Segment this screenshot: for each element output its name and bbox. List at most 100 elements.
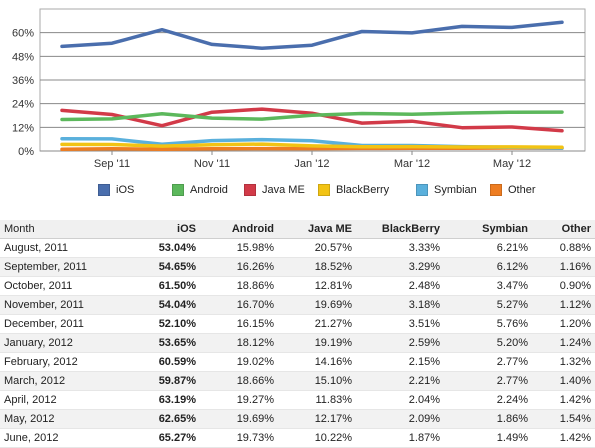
table-cell: 1.16% bbox=[532, 257, 595, 277]
table-cell: 14.16% bbox=[278, 352, 356, 372]
legend-item: BlackBerry bbox=[318, 180, 389, 200]
table-cell: 60.59% bbox=[130, 352, 200, 372]
table-cell: 5.76% bbox=[444, 314, 532, 334]
table-cell: 11.83% bbox=[278, 390, 356, 410]
table-cell: 1.49% bbox=[444, 428, 532, 448]
x-tick-label: Jan '12 bbox=[294, 158, 329, 170]
table-cell: 19.19% bbox=[278, 333, 356, 353]
table-cell: 59.87% bbox=[130, 371, 200, 391]
table-row: January, 2012 53.65% 18.12% 19.19% 2.59% 5.20… bbox=[0, 333, 595, 353]
table-cell: 18.86% bbox=[200, 276, 278, 296]
column-header: BlackBerry bbox=[356, 220, 444, 239]
table-cell: 1.32% bbox=[532, 352, 595, 372]
table-cell: 2.15% bbox=[356, 352, 444, 372]
legend-label: iOS bbox=[116, 184, 135, 196]
table-cell: 54.04% bbox=[130, 295, 200, 315]
table-cell: 6.21% bbox=[444, 238, 532, 258]
table-cell: 63.19% bbox=[130, 390, 200, 410]
table-cell: 12.81% bbox=[278, 276, 356, 296]
legend-item: iOS bbox=[98, 180, 134, 200]
x-tick-label: Nov '11 bbox=[194, 158, 230, 170]
chart-legend: iOS Android Java ME BlackBerry Symbian Other bbox=[0, 180, 595, 200]
table-cell: 1.87% bbox=[356, 428, 444, 448]
table-cell: 19.73% bbox=[200, 428, 278, 448]
y-tick-label: 36% bbox=[12, 75, 34, 87]
table-row: February, 2012 60.59% 19.02% 14.16% 2.15% 2.7… bbox=[0, 352, 595, 372]
table-cell: November, 2011 bbox=[0, 295, 130, 315]
legend-swatch bbox=[490, 184, 502, 196]
legend-swatch bbox=[98, 184, 110, 196]
legend-label: Other bbox=[508, 184, 536, 196]
column-header: Other bbox=[532, 220, 595, 239]
table-cell: October, 2011 bbox=[0, 276, 130, 296]
table-cell: 6.12% bbox=[444, 257, 532, 277]
legend-item: Java ME bbox=[244, 180, 305, 200]
table-cell: 61.50% bbox=[130, 276, 200, 296]
table-cell: 3.18% bbox=[356, 295, 444, 315]
legend-item: Other bbox=[490, 180, 536, 200]
table-cell: December, 2011 bbox=[0, 314, 130, 334]
table-row: August, 2011 53.04% 15.98% 20.57% 3.33% 6.21%… bbox=[0, 238, 595, 258]
column-header: Symbian bbox=[444, 220, 532, 239]
table-cell: 2.09% bbox=[356, 409, 444, 429]
legend-label: Java ME bbox=[262, 184, 305, 196]
table-row: September, 2011 54.65% 16.26% 18.52% 3.29% 6.… bbox=[0, 257, 595, 277]
legend-item: Android bbox=[172, 180, 228, 200]
market-share-table: Month iOS Android Java ME BlackBerry Symbian O… bbox=[0, 220, 595, 448]
table-cell: 1.42% bbox=[532, 428, 595, 448]
y-tick-label: 0% bbox=[18, 146, 34, 158]
table-row: March, 2012 59.87% 18.66% 15.10% 2.21% 2.77% 1… bbox=[0, 371, 595, 391]
table-cell: 5.27% bbox=[444, 295, 532, 315]
legend-swatch bbox=[318, 184, 330, 196]
table-body: August, 2011 53.04% 15.98% 20.57% 3.33% 6.21%… bbox=[0, 238, 595, 448]
table-cell: 0.90% bbox=[532, 276, 595, 296]
x-tick-label: Mar '12 bbox=[394, 158, 430, 170]
series-line-ios bbox=[60, 20, 564, 50]
table-cell: 16.26% bbox=[200, 257, 278, 277]
table-cell: 21.27% bbox=[278, 314, 356, 334]
table-cell: 1.40% bbox=[532, 371, 595, 391]
table-row: June, 2012 65.27% 19.73% 10.22% 1.87% 1.49% 1.… bbox=[0, 428, 595, 448]
table-cell: 19.69% bbox=[278, 295, 356, 315]
table-header-row: Month iOS Android Java ME BlackBerry Symbian O… bbox=[0, 220, 595, 239]
table-cell: 52.10% bbox=[130, 314, 200, 334]
table-cell: 1.86% bbox=[444, 409, 532, 429]
table-cell: 2.04% bbox=[356, 390, 444, 410]
table-cell: 15.10% bbox=[278, 371, 356, 391]
y-tick-label: 48% bbox=[12, 51, 34, 63]
table-cell: 54.65% bbox=[130, 257, 200, 277]
table-cell: 10.22% bbox=[278, 428, 356, 448]
table-cell: 3.29% bbox=[356, 257, 444, 277]
x-tick-label: May '12 bbox=[493, 158, 531, 170]
table-cell: 3.33% bbox=[356, 238, 444, 258]
table-row: November, 2011 54.04% 16.70% 19.69% 3.18% 5.2… bbox=[0, 295, 595, 315]
column-header: Java ME bbox=[278, 220, 356, 239]
table-cell: January, 2012 bbox=[0, 333, 130, 353]
legend-label: Android bbox=[190, 184, 228, 196]
table-cell: 19.27% bbox=[200, 390, 278, 410]
table-cell: 12.17% bbox=[278, 409, 356, 429]
table-cell: 19.02% bbox=[200, 352, 278, 372]
legend-swatch bbox=[416, 184, 428, 196]
table-cell: 18.52% bbox=[278, 257, 356, 277]
table-cell: 2.48% bbox=[356, 276, 444, 296]
column-header: Android bbox=[200, 220, 278, 239]
table-cell: August, 2011 bbox=[0, 238, 130, 258]
table-cell: 1.12% bbox=[532, 295, 595, 315]
table-cell: 15.98% bbox=[200, 238, 278, 258]
table-cell: 5.20% bbox=[444, 333, 532, 353]
table-cell: February, 2012 bbox=[0, 352, 130, 372]
table-cell: 53.04% bbox=[130, 238, 200, 258]
table-cell: 20.57% bbox=[278, 238, 356, 258]
table-cell: 0.88% bbox=[532, 238, 595, 258]
series-line-android bbox=[60, 110, 564, 122]
table-row: December, 2011 52.10% 16.15% 21.27% 3.51% 5.7… bbox=[0, 314, 595, 334]
table-row: May, 2012 62.65% 19.69% 12.17% 2.09% 1.86% 1.5… bbox=[0, 409, 595, 429]
table-cell: 2.77% bbox=[444, 371, 532, 391]
line-chart: 0% 12% 24% 36% 48% 60% Sep '11 Nov '11 Jan '12 M… bbox=[12, 8, 586, 170]
table-cell: 53.65% bbox=[130, 333, 200, 353]
legend-label: BlackBerry bbox=[336, 184, 390, 196]
table-cell: May, 2012 bbox=[0, 409, 130, 429]
series-line-java-me bbox=[60, 107, 564, 133]
legend-swatch bbox=[172, 184, 184, 196]
